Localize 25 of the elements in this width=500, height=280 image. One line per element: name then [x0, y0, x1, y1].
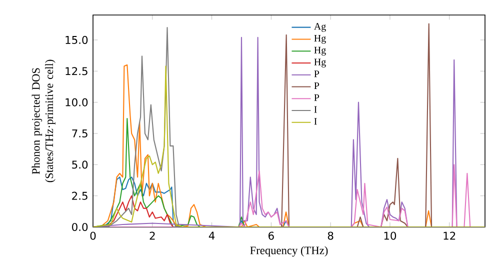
x-tick-label: 6: [268, 232, 274, 240]
legend-label: P: [314, 94, 320, 101]
x-axis-title: Frequency (THz): [250, 246, 328, 257]
x-tick-label: 0: [90, 232, 96, 240]
legend-label: Hg: [314, 46, 326, 56]
y-tick-label: 2.5: [72, 192, 88, 200]
legend-label: Hg: [314, 34, 326, 44]
y-tick-label: 10.0: [66, 98, 88, 106]
y-tick-label: 12.5: [66, 67, 88, 76]
legend-label: P: [314, 70, 320, 78]
legend-label: P: [314, 82, 320, 90]
x-tick-label: 2: [150, 232, 155, 240]
y-tick-label: 5.0: [72, 160, 88, 169]
x-tick-label: 8: [328, 232, 334, 240]
y-axis-title: Phonon projected DOS (States/THz·primitive cell): [32, 60, 56, 182]
legend-label: Ag: [314, 23, 326, 32]
y-tick-label: 0.0: [72, 222, 88, 232]
legend-label: Hg: [314, 58, 326, 68]
x-tick-label: 10: [384, 232, 396, 240]
legend-label: I: [314, 106, 317, 113]
y-tick-label: 7.5: [72, 130, 88, 138]
y-tick-label: 15.0: [66, 36, 88, 44]
x-tick-label: 4: [208, 232, 215, 240]
legend-label: I: [314, 118, 317, 125]
x-tick-label: 12: [444, 232, 456, 240]
